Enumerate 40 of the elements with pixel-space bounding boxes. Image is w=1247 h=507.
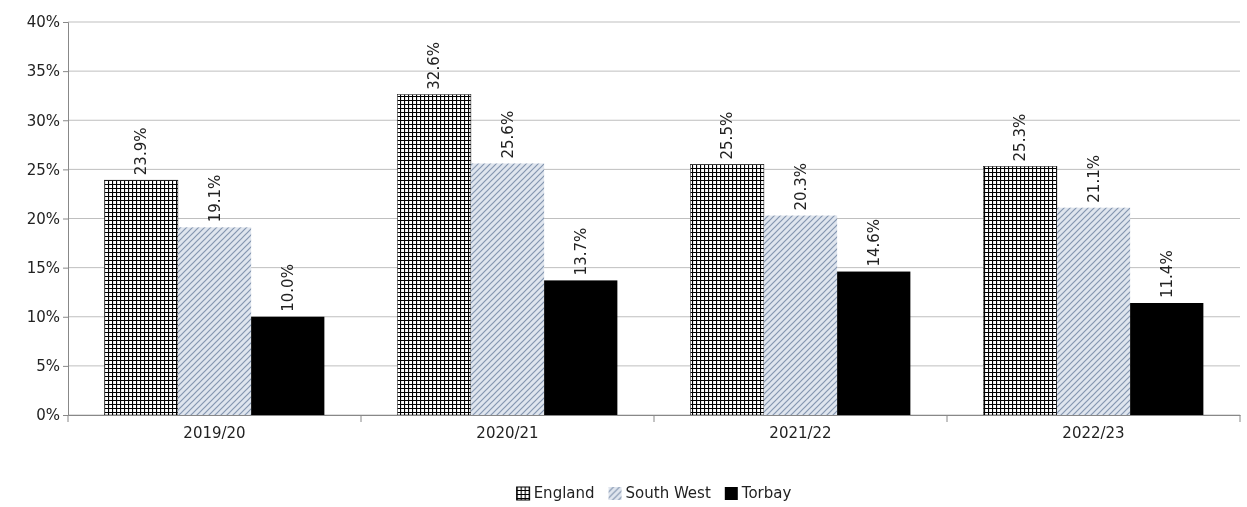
text: 23.9% xyxy=(132,127,151,176)
y-tick-label: 40% xyxy=(26,13,60,32)
y-tick-label: 10% xyxy=(26,308,60,327)
text: 25.3% xyxy=(1011,113,1030,162)
text: 19.1% xyxy=(205,174,224,223)
bar xyxy=(397,94,472,416)
x-tick-label: 2021/22 xyxy=(769,423,832,442)
y-tick-label: 5% xyxy=(36,357,60,376)
text: 20.3% xyxy=(791,162,810,211)
bar xyxy=(470,163,545,415)
y-tick-label: 35% xyxy=(26,62,60,81)
x-tick-label: 2020/21 xyxy=(476,423,539,442)
y-tick-label: 25% xyxy=(26,160,60,179)
y-tick-label: 0% xyxy=(36,406,60,425)
bar xyxy=(983,166,1058,416)
text: 25.6% xyxy=(498,110,517,159)
x-tick-label: 2019/20 xyxy=(183,423,246,442)
bar xyxy=(1130,303,1204,415)
bar xyxy=(104,179,179,416)
bar xyxy=(251,316,325,415)
bar xyxy=(1056,207,1131,415)
x-tick-label: 2022/23 xyxy=(1062,423,1125,442)
legend-label: Torbay xyxy=(740,484,792,502)
text: 14.6% xyxy=(864,218,883,267)
text: 11.4% xyxy=(1157,250,1176,298)
bar xyxy=(763,215,838,415)
text: 32.6% xyxy=(425,42,444,90)
y-tick-label: 30% xyxy=(26,111,60,130)
bar xyxy=(837,271,911,415)
bar xyxy=(690,164,765,416)
text: 10.0% xyxy=(278,264,297,312)
text: 21.1% xyxy=(1084,155,1103,203)
legend-label: England xyxy=(533,484,595,502)
y-tick-label: 15% xyxy=(26,258,60,277)
y-tick-label: 20% xyxy=(26,209,60,228)
text: 25.5% xyxy=(718,111,737,160)
bar xyxy=(177,227,252,415)
legend-label: South West xyxy=(625,484,711,502)
bar xyxy=(544,280,618,415)
text: 13.7% xyxy=(571,227,590,276)
